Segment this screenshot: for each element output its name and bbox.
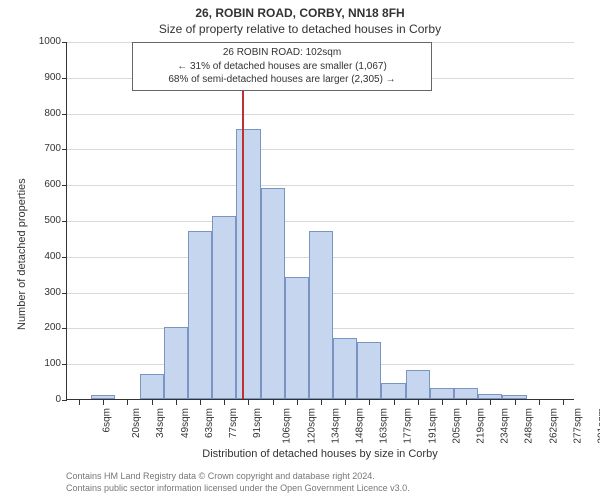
footer-attribution: Contains HM Land Registry data © Crown c… <box>66 470 410 494</box>
histogram-bar <box>285 277 309 399</box>
x-tick <box>466 400 467 405</box>
chart-title-main: 26, ROBIN ROAD, CORBY, NN18 8FH <box>0 6 600 20</box>
x-tick <box>273 400 274 405</box>
info-line-3: 68% of semi-detached houses are larger (… <box>141 73 423 87</box>
y-tick <box>62 185 67 186</box>
y-tick-label: 300 <box>27 287 61 298</box>
histogram-bar <box>454 388 478 399</box>
x-tick-label: 205sqm <box>451 408 462 444</box>
reference-line <box>242 42 244 399</box>
y-tick <box>62 293 67 294</box>
y-tick <box>62 114 67 115</box>
x-tick <box>515 400 516 405</box>
x-tick <box>418 400 419 405</box>
footer-line-1: Contains HM Land Registry data © Crown c… <box>66 470 410 482</box>
y-tick-label: 400 <box>27 251 61 262</box>
x-tick-label: 291sqm <box>596 408 600 444</box>
y-tick <box>62 257 67 258</box>
x-tick <box>127 400 128 405</box>
x-tick <box>176 400 177 405</box>
histogram-bar <box>261 188 285 399</box>
y-tick <box>62 364 67 365</box>
x-tick <box>369 400 370 405</box>
gridline <box>67 149 574 150</box>
x-tick <box>103 400 104 405</box>
y-tick-label: 900 <box>27 72 61 83</box>
histogram-bar <box>430 388 454 399</box>
x-tick-label: 163sqm <box>379 408 390 444</box>
histogram-bar <box>164 327 188 399</box>
x-tick-label: 134sqm <box>330 408 341 444</box>
y-tick-label: 500 <box>27 215 61 226</box>
y-tick-label: 0 <box>27 394 61 405</box>
y-tick <box>62 328 67 329</box>
y-tick-label: 700 <box>27 143 61 154</box>
histogram-bar <box>188 231 212 399</box>
x-tick-label: 120sqm <box>306 408 317 444</box>
y-tick-label: 800 <box>27 108 61 119</box>
plot-area: 010020030040050060070080090010006sqm20sq… <box>66 42 574 400</box>
x-tick <box>224 400 225 405</box>
x-tick-label: 6sqm <box>102 408 113 432</box>
x-tick-label: 49sqm <box>180 408 191 438</box>
footer-line-2: Contains public sector information licen… <box>66 482 410 494</box>
x-tick-label: 177sqm <box>403 408 414 444</box>
y-tick <box>62 221 67 222</box>
y-tick <box>62 78 67 79</box>
gridline <box>67 114 574 115</box>
x-tick <box>345 400 346 405</box>
histogram-bar <box>333 338 357 399</box>
x-tick <box>539 400 540 405</box>
x-tick <box>394 400 395 405</box>
histogram-bar <box>91 395 115 399</box>
y-tick-label: 1000 <box>27 36 61 47</box>
x-tick <box>563 400 564 405</box>
x-tick <box>442 400 443 405</box>
info-box: 26 ROBIN ROAD: 102sqm ← 31% of detached … <box>132 42 432 91</box>
x-tick-label: 219sqm <box>476 408 487 444</box>
x-tick-label: 148sqm <box>355 408 366 444</box>
x-tick-label: 77sqm <box>228 408 239 438</box>
y-tick-label: 200 <box>27 322 61 333</box>
histogram-bar <box>478 394 502 399</box>
y-tick-label: 100 <box>27 358 61 369</box>
x-tick-label: 63sqm <box>204 408 215 438</box>
x-tick <box>152 400 153 405</box>
x-tick-label: 262sqm <box>548 408 559 444</box>
x-tick <box>79 400 80 405</box>
x-tick <box>490 400 491 405</box>
x-tick <box>321 400 322 405</box>
histogram-bar <box>212 216 236 399</box>
x-tick-label: 248sqm <box>524 408 535 444</box>
histogram-bar <box>406 370 430 399</box>
histogram-bar <box>309 231 333 399</box>
x-tick <box>200 400 201 405</box>
x-tick-label: 20sqm <box>131 408 142 438</box>
x-tick <box>248 400 249 405</box>
x-tick-label: 106sqm <box>282 408 293 444</box>
gridline <box>67 185 574 186</box>
histogram-bar <box>140 374 164 399</box>
info-line-1: 26 ROBIN ROAD: 102sqm <box>141 46 423 60</box>
chart-wrapper: 26, ROBIN ROAD, CORBY, NN18 8FH Size of … <box>0 0 600 500</box>
chart-title-sub: Size of property relative to detached ho… <box>0 22 600 36</box>
x-tick-label: 277sqm <box>572 408 583 444</box>
y-tick-label: 600 <box>27 179 61 190</box>
histogram-bar <box>381 383 405 399</box>
y-tick <box>62 400 67 401</box>
y-tick <box>62 42 67 43</box>
x-tick-label: 34sqm <box>155 408 166 438</box>
x-tick-label: 191sqm <box>427 408 438 444</box>
x-tick <box>297 400 298 405</box>
x-tick-label: 91sqm <box>252 408 263 438</box>
histogram-bar <box>236 129 260 399</box>
x-axis-label: Distribution of detached houses by size … <box>66 448 574 460</box>
histogram-bar <box>502 395 526 399</box>
histogram-bar <box>357 342 381 399</box>
y-tick <box>62 149 67 150</box>
gridline <box>67 221 574 222</box>
x-tick-label: 234sqm <box>500 408 511 444</box>
info-line-2: ← 31% of detached houses are smaller (1,… <box>141 60 423 74</box>
